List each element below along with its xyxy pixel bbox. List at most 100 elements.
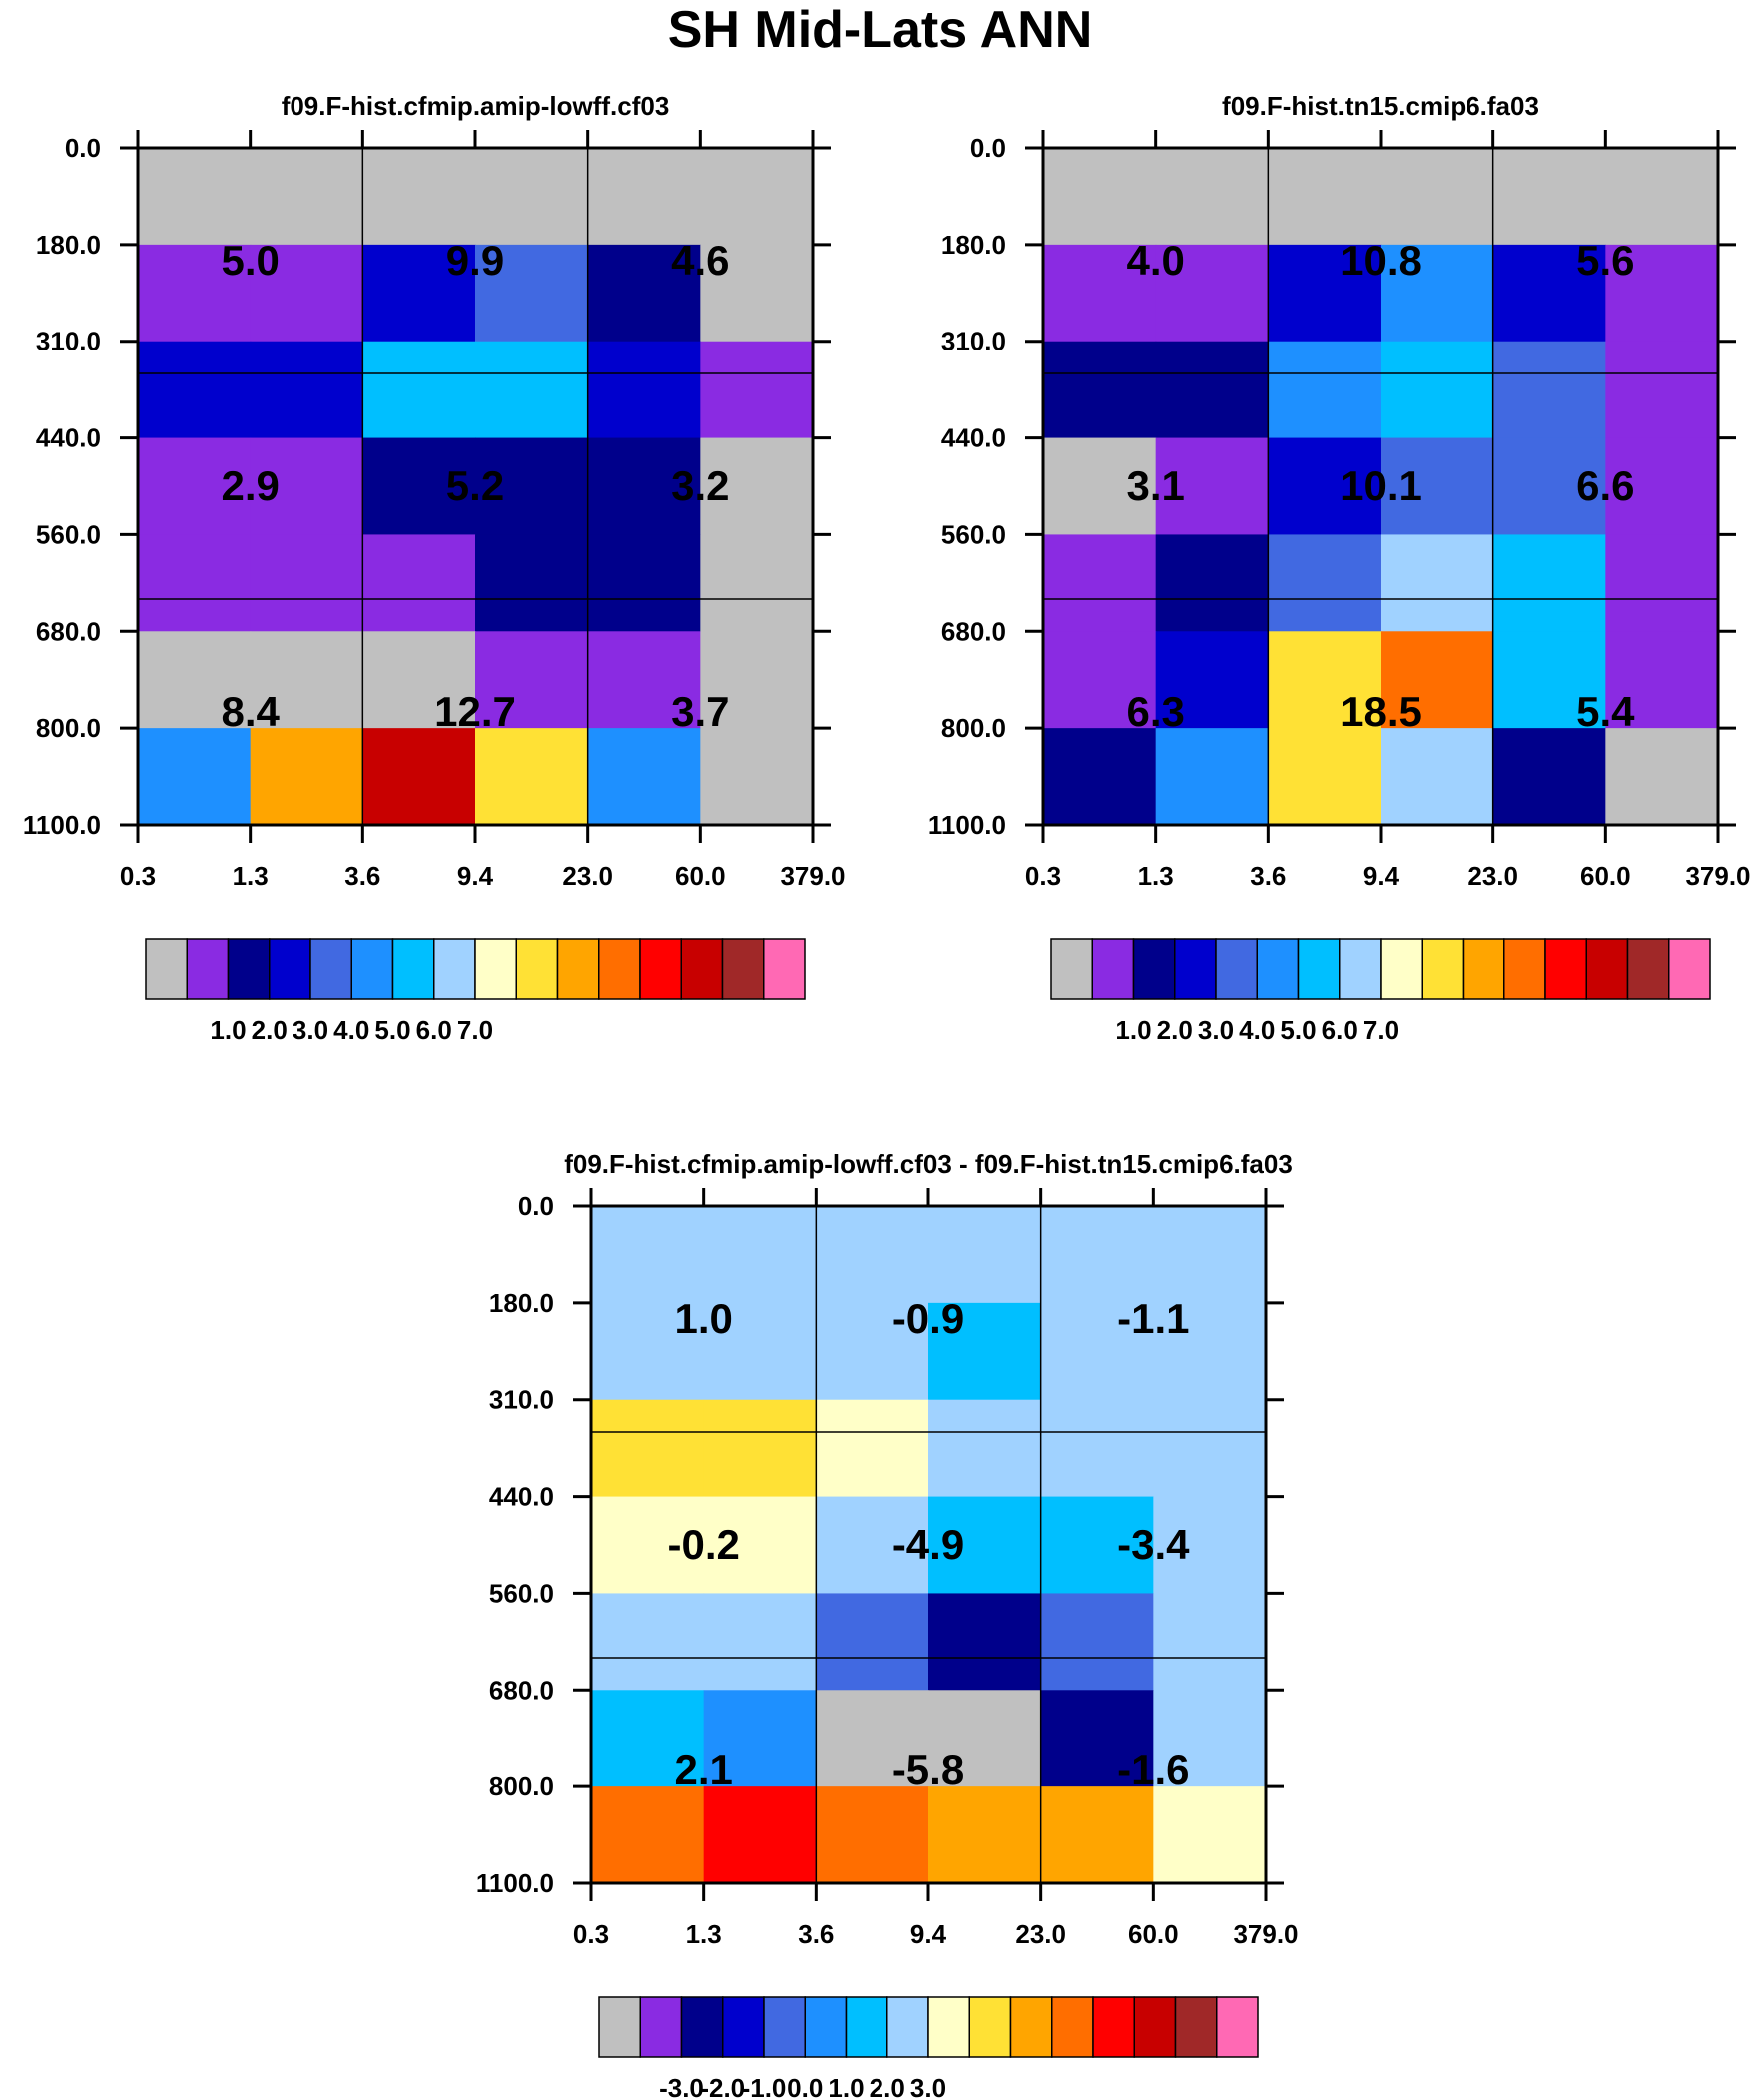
heatmap-cell	[250, 341, 363, 439]
colorbar-swatch	[433, 938, 476, 1000]
colorbar-swatch	[1050, 938, 1093, 1000]
heatmap-cell	[1381, 437, 1494, 536]
colorbar-label: 1.0	[1115, 1015, 1151, 1045]
colorbar-swatch	[1092, 1996, 1135, 2058]
block-value-label: -5.8	[892, 1747, 964, 1793]
x-tick-label: 23.0	[1015, 1919, 1066, 1949]
block-value-label: 9.9	[446, 237, 504, 284]
y-tick-label: 680.0	[941, 616, 1006, 646]
colorbar-swatch	[598, 1996, 641, 2058]
heatmap-cell	[1492, 244, 1606, 343]
heatmap-cell	[700, 631, 814, 729]
heatmap-cell	[928, 1496, 1042, 1595]
heatmap-cell	[1155, 244, 1269, 343]
heatmap-cell	[1268, 631, 1382, 729]
heatmap-cell	[475, 437, 589, 536]
colorbar-swatch	[391, 938, 435, 1000]
heatmap-cell	[1155, 341, 1269, 439]
panel-title: f09.F-hist.cfmip.amip-lowff.cf03 - f09.F…	[564, 1149, 1293, 1179]
colorbar-label: -2.0	[700, 2073, 745, 2100]
colorbar: 1.0 2.0 3.0 4.0 5.0 6.0 7.0	[1050, 938, 1711, 1045]
colorbar-swatch	[350, 938, 394, 1000]
heatmap-cell	[1040, 1786, 1154, 1884]
y-tick-label: 560.0	[489, 1578, 554, 1608]
colorbar-swatch	[1216, 1996, 1259, 2058]
panel-title: f09.F-hist.cfmip.amip-lowff.cf03	[282, 91, 670, 121]
y-tick-label: 800.0	[941, 713, 1006, 743]
heatmap-cell	[703, 1206, 817, 1304]
x-tick-label: 379.0	[780, 861, 845, 891]
heatmap-cell	[1268, 728, 1382, 826]
heatmap-cell	[1605, 631, 1719, 729]
heatmap-cell	[587, 244, 701, 343]
heatmap-cell	[816, 1786, 929, 1884]
colorbar-swatch	[515, 938, 559, 1000]
y-tick-label: 800.0	[489, 1771, 554, 1801]
heatmap-cell	[1268, 437, 1382, 536]
heatmap-cell	[703, 1593, 817, 1691]
heatmap-cell	[700, 244, 814, 343]
heatmap-cell	[816, 1690, 929, 1787]
heatmap-cell	[138, 728, 252, 826]
heatmap-cell	[700, 148, 814, 246]
heatmap-cell	[1040, 1399, 1154, 1498]
x-tick-label: 60.0	[675, 861, 726, 891]
colorbar-swatch	[1174, 938, 1217, 1000]
heatmap-cell	[928, 1399, 1042, 1498]
colorbar-swatch	[1462, 938, 1505, 1000]
y-tick-label: 180.0	[36, 230, 101, 260]
block-value-label: 18.5	[1340, 688, 1422, 735]
heatmap-cell	[250, 437, 363, 536]
colorbar-swatch	[1544, 938, 1587, 1000]
colorbar-swatch	[186, 938, 230, 1000]
heatmap-cell	[362, 148, 476, 246]
y-tick-label: 1100.0	[928, 810, 1006, 840]
heatmap-cell	[1043, 244, 1157, 343]
heatmap-cell	[1155, 148, 1269, 246]
colorbar-swatch	[927, 1996, 970, 2058]
heatmap-cell	[587, 341, 701, 439]
colorbar-swatch	[721, 938, 765, 1000]
block-value-label: 10.1	[1340, 462, 1422, 509]
heatmap-cell	[1043, 341, 1157, 439]
x-tick-label: 1.3	[1138, 861, 1174, 891]
heatmap-cell	[587, 728, 701, 826]
block-value-label: -1.6	[1117, 1747, 1189, 1793]
heatmap-cell	[1381, 728, 1494, 826]
colorbar-swatch	[1215, 938, 1258, 1000]
block-value-label: -4.9	[892, 1521, 964, 1568]
colorbar-swatch	[1626, 938, 1670, 1000]
heatmap-cell	[1605, 437, 1719, 536]
colorbar: 1.0 2.0 3.0 4.0 5.0 6.0 7.0	[145, 938, 806, 1045]
heatmap-cell	[1155, 728, 1269, 826]
colorbar-label: 6.0	[1322, 1015, 1358, 1045]
x-tick-label: 60.0	[1128, 1919, 1179, 1949]
heatmap-cell	[816, 1399, 929, 1498]
heatmap-cell	[1153, 1399, 1267, 1498]
colorbar-label: 2.0	[252, 1015, 288, 1045]
heatmap-cell	[362, 534, 476, 632]
y-tick-label: 560.0	[36, 519, 101, 549]
panel-3: f09.F-hist.cfmip.amip-lowff.cf03 - f09.F…	[476, 1149, 1299, 2100]
colorbar-swatch	[886, 1996, 929, 2058]
block-value-label: 8.4	[221, 688, 280, 735]
colorbar-swatch	[1503, 938, 1546, 1000]
colorbar-swatch	[227, 938, 271, 1000]
heatmap-cell	[250, 728, 363, 826]
heatmap-cell	[1153, 1302, 1267, 1401]
block-value-label: 5.0	[221, 237, 279, 284]
colorbar-swatch	[1091, 938, 1135, 1000]
x-tick-label: 379.0	[1233, 1919, 1298, 1949]
panel-title: f09.F-hist.tn15.cmip6.fa03	[1222, 91, 1539, 121]
y-tick-label: 1100.0	[23, 810, 101, 840]
heatmap-cell	[700, 534, 814, 632]
colorbar-swatch	[845, 1996, 888, 2058]
x-tick-label: 9.4	[457, 861, 494, 891]
figure-title: SH Mid-Lats ANN	[667, 1, 1093, 59]
block-value-label: 10.8	[1340, 237, 1422, 284]
heatmap-cell	[591, 1206, 705, 1304]
heatmap-cell	[362, 341, 476, 439]
heatmap-cell	[250, 631, 363, 729]
y-tick-label: 1100.0	[476, 1868, 554, 1898]
heatmap-cell	[816, 1302, 929, 1401]
